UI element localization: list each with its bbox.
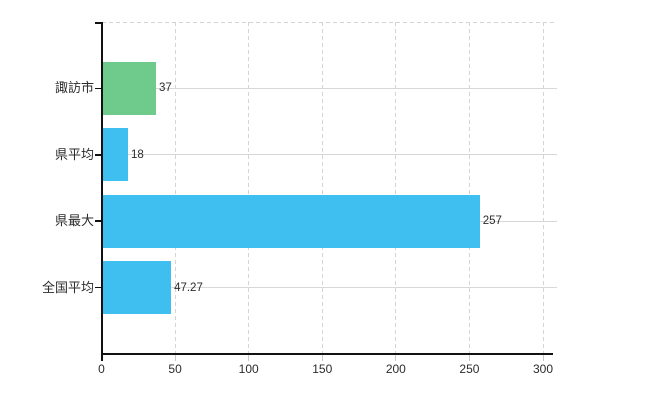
v-gridline	[248, 22, 250, 354]
y-axis-tick	[94, 220, 101, 222]
bar-row-0	[102, 61, 156, 115]
top-gridline	[101, 22, 557, 23]
x-axis-tick	[468, 355, 470, 361]
v-gridline	[395, 22, 397, 354]
x-axis-tick	[248, 355, 250, 361]
v-gridline	[542, 22, 544, 354]
y-axis-tick	[94, 286, 101, 289]
x-tick-label: 150	[312, 362, 333, 376]
bar-row-1	[102, 128, 128, 182]
category-label: 県最大	[54, 213, 94, 229]
category-label: 諏訪市	[54, 80, 94, 96]
x-tick-label: 200	[385, 362, 406, 376]
h-gridline	[101, 287, 557, 289]
value-label: 37	[158, 82, 172, 95]
x-tick-label: 300	[532, 362, 554, 376]
category-label: 県平均	[54, 146, 94, 162]
x-axis-line	[100, 353, 553, 355]
x-axis-tick	[542, 355, 544, 361]
v-gridline	[468, 22, 470, 354]
y-axis-line	[100, 22, 103, 361]
y-axis-tick	[94, 87, 101, 90]
value-label: 257	[482, 215, 502, 228]
value-label: 18	[130, 148, 144, 161]
y-axis-top-tick	[94, 22, 101, 24]
x-axis-tick	[395, 355, 397, 361]
x-axis-tick	[321, 355, 323, 361]
value-label: 47.27	[174, 281, 203, 294]
x-tick-label: 250	[459, 362, 480, 376]
bar-row-3	[102, 261, 172, 315]
x-tick-label: 100	[238, 362, 259, 376]
x-tick-label: 50	[168, 362, 182, 376]
x-axis-tick	[174, 355, 176, 361]
y-axis-tick	[94, 154, 101, 156]
x-tick-label: 0	[98, 362, 105, 376]
bar-row-2	[102, 194, 480, 248]
category-label: 全国平均	[41, 279, 94, 295]
v-gridline	[174, 22, 176, 354]
v-gridline	[321, 22, 323, 354]
h-gridline	[101, 87, 557, 89]
h-gridline	[101, 154, 557, 156]
